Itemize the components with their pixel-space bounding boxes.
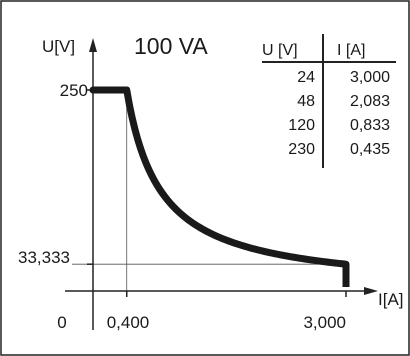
x-tick-label-3000: 3,000 (303, 313, 346, 332)
table-cell-i-1: 2,083 (350, 93, 390, 110)
series-line (93, 86, 350, 287)
table-header-u: U [V] (262, 42, 298, 59)
table-cell-i-0: 3,000 (350, 69, 390, 86)
chart-title: 100 VA (134, 33, 208, 59)
table-cell-u-0: 24 (297, 69, 315, 86)
table-cell-u-2: 120 (288, 117, 315, 134)
table-cell-i-2: 0,833 (350, 117, 390, 134)
x-tick-label-0400: 0,400 (107, 313, 150, 332)
y-tick-label-33333: 33,333 (18, 248, 70, 267)
table-cell-u-3: 230 (288, 141, 315, 158)
x-axis-label: I[A] (378, 290, 404, 309)
series-start-point (89, 86, 97, 94)
table-header-i: I [A] (337, 42, 365, 59)
table-cell-u-1: 48 (297, 93, 315, 110)
x-axis-arrow (364, 287, 378, 295)
reference-lines (72, 90, 346, 291)
y-axis-arrow (89, 38, 97, 52)
y-axis-label: U[V] (42, 37, 75, 56)
table-cell-i-3: 0,435 (350, 141, 390, 158)
y-tick-label-250: 250 (60, 81, 88, 100)
table-rows: 24 3,000 48 2,083 120 0,833 230 0,435 (288, 69, 390, 158)
x-tick-label-0: 0 (57, 313, 66, 332)
inset-table: U [V] I [A] 24 3,000 48 2,083 120 0,833 230 0,4… (262, 34, 396, 168)
